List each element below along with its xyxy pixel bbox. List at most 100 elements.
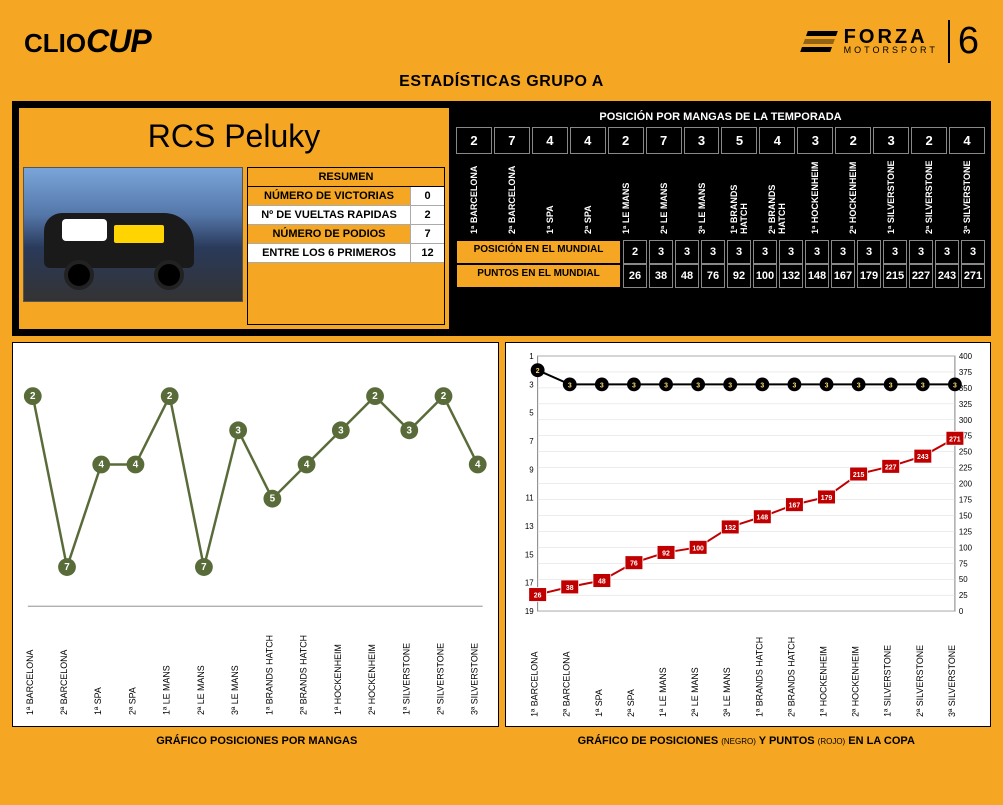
data-cell: 100 [753, 264, 777, 288]
svg-text:4: 4 [133, 459, 139, 470]
svg-text:3ª SILVERSTONE: 3ª SILVERSTONE [946, 645, 956, 717]
resumen-value: 2 [410, 206, 444, 224]
svg-text:3: 3 [567, 382, 571, 389]
track-label: 1ª BARCELONA [456, 154, 492, 240]
svg-text:175: 175 [958, 495, 972, 504]
track-label: 2ª SILVERSTONE [911, 154, 947, 240]
svg-text:2ª SPA: 2ª SPA [625, 689, 635, 717]
forza-title: FORZA [844, 28, 938, 46]
svg-text:132: 132 [724, 525, 736, 532]
forza-subtitle: MOTORSPORT [844, 46, 938, 54]
data-cell: 48 [675, 264, 699, 288]
svg-text:5: 5 [270, 494, 276, 505]
data-cell: 4 [532, 127, 568, 154]
forza-stripes-icon [800, 31, 838, 52]
svg-text:3: 3 [792, 382, 796, 389]
data-cell: 2 [911, 127, 947, 154]
svg-text:300: 300 [958, 416, 972, 425]
svg-text:2ª HOCKENHEIM: 2ª HOCKENHEIM [850, 646, 860, 717]
svg-text:38: 38 [565, 585, 573, 592]
svg-text:3: 3 [824, 382, 828, 389]
svg-text:11: 11 [525, 494, 534, 503]
data-cell: 3 [701, 240, 725, 264]
svg-text:3: 3 [696, 382, 700, 389]
track-label: 1ª SILVERSTONE [873, 154, 909, 240]
forza-text: FORZA MOTORSPORT [844, 28, 938, 54]
data-cell: 3 [883, 240, 907, 264]
resumen-label: Nº DE VUELTAS RAPIDAS [248, 206, 410, 224]
data-cell: 3 [935, 240, 959, 264]
data-cell: 26 [623, 264, 647, 288]
svg-text:150: 150 [958, 511, 972, 520]
svg-text:17: 17 [524, 579, 533, 588]
svg-text:4: 4 [304, 459, 310, 470]
data-cell: 3 [684, 127, 720, 154]
data-cell: 271 [961, 264, 985, 288]
svg-text:1ª LE MANS: 1ª LE MANS [162, 665, 172, 715]
track-label: 1ª BRANDS HATCH [721, 154, 757, 240]
data-cell: 2 [835, 127, 871, 154]
svg-text:50: 50 [958, 575, 967, 584]
track-label: 2ª LE MANS [646, 154, 682, 240]
resumen-row: Nº DE VUELTAS RAPIDAS2 [248, 206, 444, 225]
svg-text:2: 2 [535, 368, 539, 375]
svg-text:148: 148 [756, 515, 768, 522]
track-label: 1ª SPA [532, 154, 568, 240]
svg-text:100: 100 [692, 545, 704, 552]
svg-text:2ª SPA: 2ª SPA [127, 687, 137, 715]
data-cell: 92 [727, 264, 751, 288]
svg-text:2ª LE MANS: 2ª LE MANS [196, 665, 206, 715]
svg-text:92: 92 [662, 550, 670, 557]
resumen-row: NÚMERO DE VICTORIAS0 [248, 187, 444, 206]
chart-right: 0255075100125150175200225250275300325350… [505, 342, 992, 727]
svg-text:7: 7 [201, 562, 207, 573]
resumen-label: ENTRE LOS 6 PRIMEROS [248, 244, 410, 262]
svg-text:4: 4 [98, 459, 104, 470]
svg-text:243: 243 [917, 454, 929, 461]
svg-text:2ª BARCELONA: 2ª BARCELONA [59, 649, 69, 715]
resumen-header: RESUMEN [248, 168, 444, 187]
header: CLIOCUP FORZA MOTORSPORT 6 [12, 12, 991, 67]
svg-text:1ª SILVERSTONE: 1ª SILVERSTONE [882, 645, 892, 717]
svg-text:1: 1 [529, 352, 534, 361]
svg-text:3ª LE MANS: 3ª LE MANS [722, 667, 732, 717]
logo-text-clio: CLIO [24, 28, 86, 58]
svg-text:2: 2 [167, 391, 173, 402]
data-cell: 3 [727, 240, 751, 264]
svg-text:200: 200 [958, 480, 972, 489]
svg-text:2: 2 [372, 391, 378, 402]
svg-text:375: 375 [958, 368, 972, 377]
svg-text:250: 250 [958, 448, 972, 457]
svg-text:100: 100 [958, 543, 972, 552]
data-cell: 3 [805, 240, 829, 264]
pts-mundial-row: PUNTOS EN EL MUNDIAL26384876921001321481… [456, 264, 985, 288]
data-cell: 167 [831, 264, 855, 288]
svg-text:26: 26 [533, 593, 541, 600]
svg-text:3: 3 [338, 425, 344, 436]
data-cell: 2 [608, 127, 644, 154]
data-cell: 4 [570, 127, 606, 154]
svg-text:3: 3 [632, 382, 636, 389]
svg-text:2ª BARCELONA: 2ª BARCELONA [561, 651, 571, 717]
svg-text:3ª LE MANS: 3ª LE MANS [230, 665, 240, 715]
track-label: 1ª HOCKENHEIM [797, 154, 833, 240]
data-cell: 4 [949, 127, 985, 154]
svg-text:1ª BRANDS HATCH: 1ª BRANDS HATCH [264, 635, 274, 715]
logo-text-cup: CUP [86, 23, 151, 59]
track-label: 2ª BRANDS HATCH [759, 154, 795, 240]
svg-text:325: 325 [958, 400, 972, 409]
svg-text:1ª BRANDS HATCH: 1ª BRANDS HATCH [754, 637, 764, 717]
svg-text:1ª SPA: 1ª SPA [93, 687, 103, 715]
positions-row: 27442735432324 [456, 127, 985, 154]
svg-text:13: 13 [524, 522, 533, 531]
svg-text:25: 25 [958, 591, 967, 600]
svg-text:2ª SILVERSTONE: 2ª SILVERSTONE [914, 645, 924, 717]
data-cell: 4 [759, 127, 795, 154]
data-cell: 3 [753, 240, 777, 264]
resumen-label: NÚMERO DE PODIOS [248, 225, 410, 243]
resumen-table: RESUMEN NÚMERO DE VICTORIAS0Nº DE VUELTA… [247, 167, 445, 325]
svg-text:1ª HOCKENHEIM: 1ª HOCKENHEIM [333, 644, 343, 715]
svg-text:3: 3 [599, 382, 603, 389]
driver-lower: RESUMEN NÚMERO DE VICTORIAS0Nº DE VUELTA… [19, 167, 449, 329]
data-cell: 3 [779, 240, 803, 264]
